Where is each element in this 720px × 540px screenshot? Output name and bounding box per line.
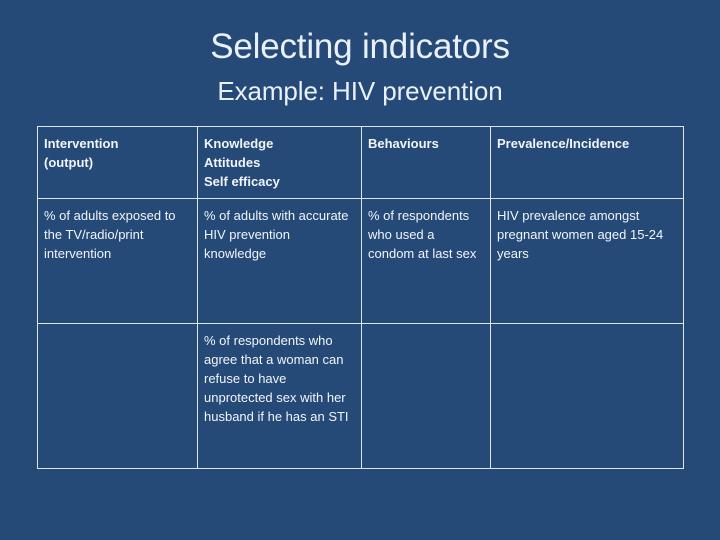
table-header-cell-behaviours: Behaviours (361, 126, 491, 199)
table-cell-prevalence-empty (490, 323, 684, 469)
table-cell-prevalence-indicator: HIV prevalence amongst pregnant women ag… (490, 198, 684, 324)
table-row: % of adults exposed to the TV/radio/prin… (37, 198, 684, 324)
table-header-cell-prevalence: Prevalence/Incidence (490, 126, 684, 199)
table-row: % of respondents who agree that a woman … (37, 323, 684, 469)
page-title: Selecting indicators (210, 27, 510, 66)
table-header-line: Knowledge (204, 136, 274, 151)
table-header-line: Self efficacy (204, 174, 280, 189)
table-header-line: Prevalence/Incidence (497, 136, 630, 151)
table-header-line: Intervention (44, 136, 119, 151)
table-cell-intervention-indicator: % of adults exposed to the TV/radio/prin… (37, 198, 198, 324)
table-header-cell-knowledge: Knowledge Attitudes Self efficacy (197, 126, 362, 199)
table-cell-intervention-empty (37, 323, 198, 469)
table-header-line: Attitudes (204, 155, 261, 170)
table-cell-knowledge-indicator-2: % of respondents who agree that a woman … (197, 323, 362, 469)
table-cell-knowledge-indicator: % of adults with accurate HIV prevention… (197, 198, 362, 324)
table-header-line: Behaviours (368, 136, 439, 151)
table-cell-behaviours-empty (361, 323, 491, 469)
table-header-row: Intervention (output) Knowledge Attitude… (37, 126, 684, 199)
page-subtitle: Example: HIV prevention (217, 76, 503, 106)
indicator-table: Intervention (output) Knowledge Attitude… (37, 126, 684, 469)
table-header-cell-intervention: Intervention (output) (37, 126, 198, 199)
table-cell-behaviours-indicator: % of respondents who used a condom at la… (361, 198, 491, 324)
table-header-line: (output) (44, 155, 94, 170)
